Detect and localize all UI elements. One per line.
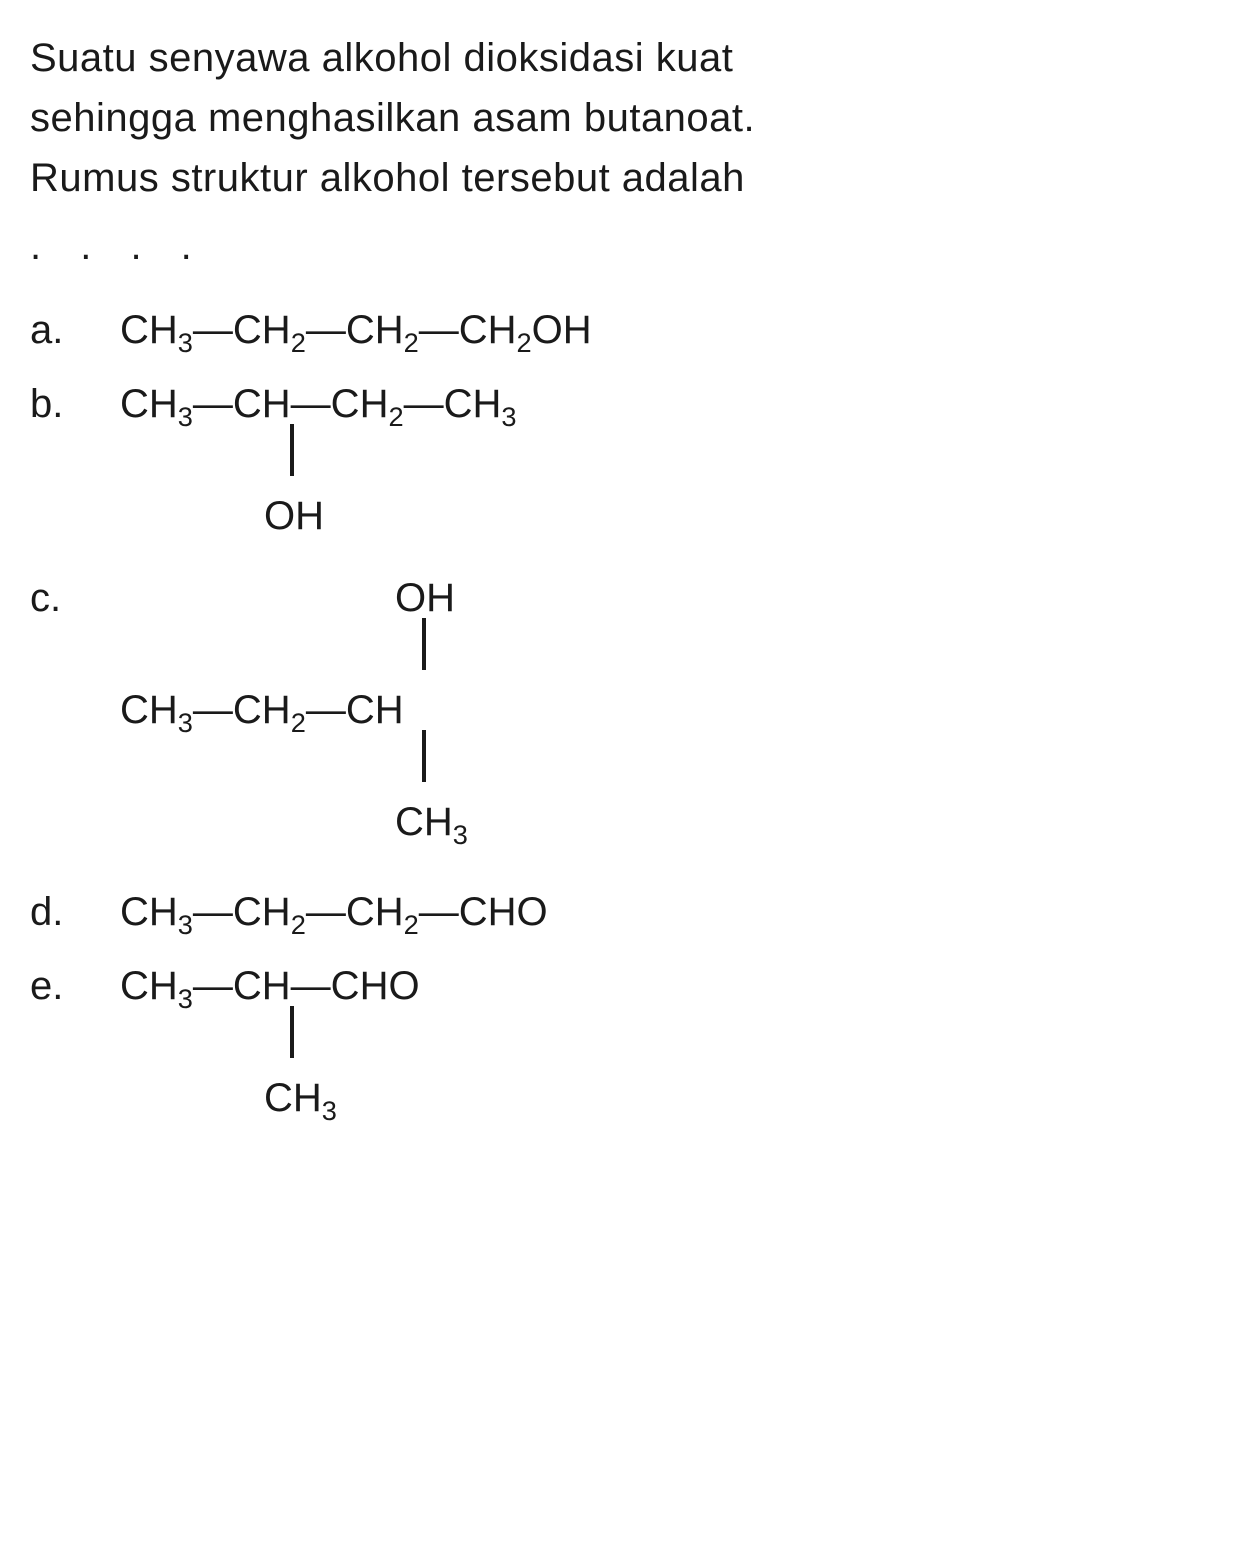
question-line-1: Suatu senyawa alkohol dioksidasi kuat (30, 36, 733, 80)
question-line-2: sehingga menghasilkan asam butanoat. (30, 96, 755, 140)
option-a-body: CH3—CH2—CH2—CH2OH (120, 300, 1229, 358)
option-b-body: CH3—CH—CH2—CH3 OH (120, 374, 1229, 554)
option-e: e. CH3—CH—CHO CH3 (30, 956, 1229, 1136)
question-text: Suatu senyawa alkohol dioksidasi kuat se… (30, 28, 1229, 208)
option-a-letter: a. (30, 300, 120, 360)
formula-a: CH3—CH2—CH2—CH2OH (120, 300, 1229, 358)
options-list: a. CH3—CH2—CH2—CH2OH b. CH3—CH—CH2—CH3 O… (30, 300, 1229, 1136)
option-e-letter: e. (30, 956, 120, 1016)
option-d-body: CH3—CH2—CH2—CHO (120, 882, 1229, 940)
option-e-body: CH3—CH—CHO CH3 (120, 956, 1229, 1136)
formula-b: CH3—CH—CH2—CH3 OH (120, 374, 1229, 554)
question-line-3: Rumus struktur alkohol tersebut adalah (30, 156, 745, 200)
option-c: c. OH CH3—CH2—CH CH3 (30, 568, 1229, 868)
question-dots: . . . . (30, 216, 1229, 276)
option-d: d. CH3—CH2—CH2—CHO (30, 882, 1229, 942)
formula-d: CH3—CH2—CH2—CHO (120, 882, 1229, 940)
option-d-letter: d. (30, 882, 120, 942)
option-a: a. CH3—CH2—CH2—CH2OH (30, 300, 1229, 360)
option-b: b. CH3—CH—CH2—CH3 OH (30, 374, 1229, 554)
formula-c: OH CH3—CH2—CH CH3 (120, 568, 1229, 868)
option-c-letter: c. (30, 568, 120, 628)
formula-e: CH3—CH—CHO CH3 (120, 956, 1229, 1136)
option-c-body: OH CH3—CH2—CH CH3 (120, 568, 1229, 868)
option-b-letter: b. (30, 374, 120, 434)
